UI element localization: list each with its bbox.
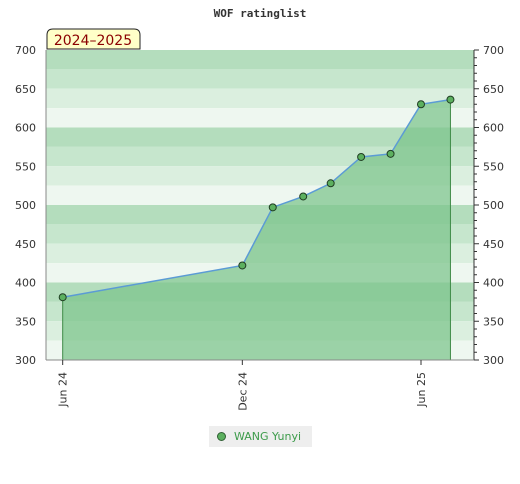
- data-point: [299, 192, 308, 201]
- grid-band: [46, 108, 474, 128]
- right-y-tick-label: 650: [483, 83, 504, 96]
- season-badge-label: 2024–2025: [54, 33, 132, 49]
- data-point: [238, 261, 247, 270]
- x-axis: Jun 24 Dec 24 Jun 25: [46, 359, 474, 411]
- x-tick-label: Jun 24: [57, 372, 70, 408]
- legend[interactable]: WANG Yunyi: [209, 426, 312, 447]
- left-y-tick-label: 550: [15, 160, 36, 173]
- data-point: [326, 179, 335, 188]
- right-y-tick-label: 400: [483, 277, 504, 290]
- data-point: [416, 100, 425, 109]
- legend-label: WANG Yunyi: [234, 430, 302, 443]
- chart-title: WOF ratinglist: [214, 7, 307, 20]
- data-point: [268, 203, 277, 212]
- x-tick-label: Jun 25: [415, 372, 428, 408]
- x-tick-label: Dec 24: [236, 372, 249, 411]
- left-y-tick-label: 350: [15, 315, 36, 328]
- legend-marker-icon: [217, 432, 226, 441]
- right-y-tick-label: 700: [483, 44, 504, 57]
- data-point: [357, 152, 366, 161]
- left-y-tick-label: 450: [15, 238, 36, 251]
- right-y-tick-label: 600: [483, 122, 504, 135]
- right-y-tick-label: 350: [483, 315, 504, 328]
- grid-band: [46, 127, 474, 147]
- right-y-tick-label: 300: [483, 354, 504, 367]
- left-y-tick-label: 400: [15, 277, 36, 290]
- left-y-tick-label: 600: [15, 122, 36, 135]
- left-y-tick-label: 700: [15, 44, 36, 57]
- data-point: [446, 95, 455, 104]
- series-area: [62, 99, 451, 360]
- right-y-tick-label: 500: [483, 199, 504, 212]
- left-y-axis: 300 350 400 450 500 550 600 650 700: [15, 44, 47, 367]
- right-y-tick-label: 450: [483, 238, 504, 251]
- data-point: [386, 149, 395, 158]
- right-y-axis: 300 350 400 450 500 550 600 650 700: [473, 44, 504, 367]
- grid-band: [46, 69, 474, 89]
- data-points: [58, 95, 455, 302]
- left-y-tick-label: 650: [15, 83, 36, 96]
- left-y-tick-label: 300: [15, 354, 36, 367]
- grid-band: [46, 88, 474, 109]
- season-badge: 2024–2025: [46, 28, 141, 50]
- left-y-tick-label: 500: [15, 199, 36, 212]
- grid-band: [46, 50, 474, 70]
- right-y-tick-label: 550: [483, 160, 504, 173]
- data-point: [58, 293, 67, 302]
